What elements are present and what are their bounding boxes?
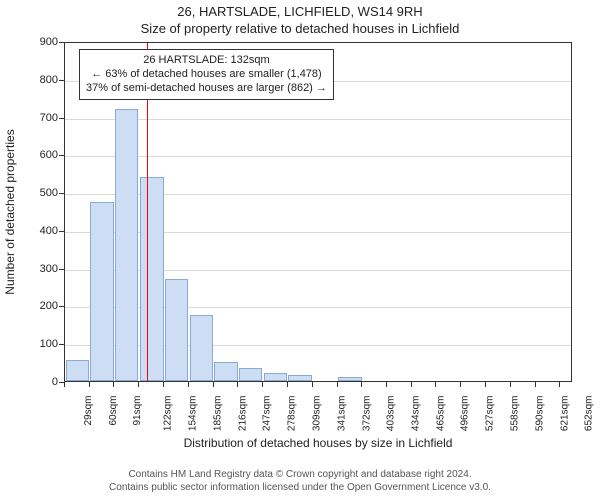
- histogram-bar: [115, 109, 138, 381]
- y-tick: [59, 344, 64, 345]
- x-tick-label: 309sqm: [311, 396, 322, 432]
- histogram-bar: [214, 362, 237, 381]
- x-tick-label: 652sqm: [584, 396, 595, 432]
- histogram-bar: [288, 375, 312, 381]
- y-tick-label: 200: [28, 300, 58, 312]
- x-tick-label: 465sqm: [435, 396, 446, 432]
- histogram-bar: [239, 368, 262, 381]
- x-tick-label: 278sqm: [287, 396, 298, 432]
- x-tick: [213, 382, 214, 387]
- x-tick: [559, 382, 560, 387]
- x-tick: [64, 382, 65, 387]
- x-tick: [535, 382, 536, 387]
- x-tick: [262, 382, 263, 387]
- annotation-line: 26 HARTSLADE: 132sqm: [86, 54, 327, 68]
- grid-line: [65, 156, 571, 157]
- footer-license: Contains HM Land Registry data © Crown c…: [0, 468, 600, 494]
- x-tick: [312, 382, 313, 387]
- x-tick: [411, 382, 412, 387]
- grid-line: [65, 119, 571, 120]
- y-tick-label: 700: [28, 112, 58, 124]
- x-tick-label: 558sqm: [509, 396, 520, 432]
- chart-plot-area: 26 HARTSLADE: 132sqm← 63% of detached ho…: [64, 42, 572, 382]
- x-tick: [163, 382, 164, 387]
- y-tick-label: 500: [28, 187, 58, 199]
- y-tick: [59, 155, 64, 156]
- x-tick-label: 403sqm: [386, 396, 397, 432]
- y-tick: [59, 118, 64, 119]
- histogram-bar: [140, 177, 164, 381]
- x-tick-label: 434sqm: [411, 396, 422, 432]
- x-tick-label: 29sqm: [83, 396, 94, 426]
- x-tick-label: 154sqm: [188, 396, 199, 432]
- x-tick: [361, 382, 362, 387]
- histogram-bar: [90, 202, 113, 381]
- x-tick: [337, 382, 338, 387]
- x-tick: [287, 382, 288, 387]
- x-tick: [188, 382, 189, 387]
- y-tick-label: 600: [28, 149, 58, 161]
- x-tick-label: 91sqm: [132, 396, 143, 426]
- x-tick: [237, 382, 238, 387]
- x-tick-label: 496sqm: [460, 396, 471, 432]
- x-tick: [113, 382, 114, 387]
- footer-line2: Contains public sector information licen…: [0, 481, 600, 494]
- y-tick-label: 800: [28, 74, 58, 86]
- x-tick-label: 527sqm: [484, 396, 495, 432]
- x-tick: [386, 382, 387, 387]
- footer-line1: Contains HM Land Registry data © Crown c…: [0, 468, 600, 481]
- histogram-bar: [66, 360, 89, 381]
- x-tick: [485, 382, 486, 387]
- x-tick-label: 247sqm: [262, 396, 273, 432]
- y-tick: [59, 80, 64, 81]
- y-tick-label: 900: [28, 36, 58, 48]
- x-tick-label: 60sqm: [108, 396, 119, 426]
- histogram-bar: [264, 373, 287, 381]
- y-tick: [59, 269, 64, 270]
- page-title-line2: Size of property relative to detached ho…: [0, 19, 600, 36]
- x-tick-label: 590sqm: [535, 396, 546, 432]
- y-tick: [59, 193, 64, 194]
- x-tick-label: 341sqm: [337, 396, 348, 432]
- y-tick-label: 100: [28, 338, 58, 350]
- page-title-line1: 26, HARTSLADE, LICHFIELD, WS14 9RH: [0, 0, 600, 19]
- x-tick-label: 122sqm: [163, 396, 174, 432]
- histogram-bar: [190, 315, 213, 381]
- x-tick-label: 185sqm: [213, 396, 224, 432]
- histogram-bar: [165, 279, 188, 381]
- x-tick-label: 372sqm: [361, 396, 372, 432]
- y-tick: [59, 42, 64, 43]
- x-tick: [510, 382, 511, 387]
- y-tick: [59, 306, 64, 307]
- x-tick: [89, 382, 90, 387]
- y-axis-label: Number of detached properties: [3, 129, 17, 294]
- x-tick-label: 216sqm: [237, 396, 248, 432]
- histogram-bar: [338, 377, 361, 381]
- x-axis-label: Distribution of detached houses by size …: [184, 436, 453, 450]
- annotation-line: 37% of semi-detached houses are larger (…: [86, 82, 327, 96]
- x-tick: [460, 382, 461, 387]
- y-tick: [59, 231, 64, 232]
- x-tick: [138, 382, 139, 387]
- y-tick-label: 400: [28, 225, 58, 237]
- x-tick-label: 621sqm: [559, 396, 570, 432]
- y-tick-label: 300: [28, 263, 58, 275]
- x-tick: [435, 382, 436, 387]
- y-tick-label: 0: [28, 376, 58, 388]
- annotation-line: ← 63% of detached houses are smaller (1,…: [86, 68, 327, 82]
- annotation-box: 26 HARTSLADE: 132sqm← 63% of detached ho…: [79, 49, 334, 100]
